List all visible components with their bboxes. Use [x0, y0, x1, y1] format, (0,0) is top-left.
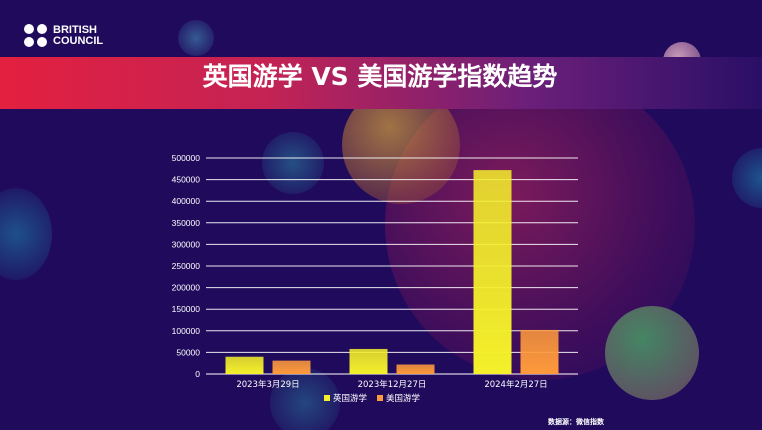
legend-swatch [377, 395, 383, 401]
bar [349, 348, 388, 374]
x-tick-label: 2023年3月29日 [236, 379, 299, 390]
y-tick-label: 300000 [172, 239, 201, 249]
y-tick-label: 400000 [172, 196, 201, 206]
source-note: 数据源：微信指数 [548, 418, 604, 426]
bar [225, 356, 264, 374]
bg-circle-green [605, 306, 699, 400]
y-tick-label: 200000 [172, 283, 201, 293]
legend-label: 英国游学 [333, 393, 368, 404]
bar [396, 364, 435, 374]
bar [473, 170, 512, 374]
logo-line-1: BRITISH [53, 23, 97, 36]
british-council-logo: BRITISH COUNCIL [24, 24, 103, 47]
y-tick-label: 250000 [172, 261, 201, 271]
y-tick-label: 350000 [172, 218, 201, 228]
legend-swatch [324, 395, 330, 401]
y-tick-label: 500000 [172, 153, 201, 163]
bar [520, 329, 559, 374]
legend-label: 美国游学 [386, 393, 421, 404]
y-tick-label: 0 [195, 369, 200, 379]
y-tick-label: 450000 [172, 175, 201, 185]
x-tick-label: 2024年2月27日 [484, 379, 547, 390]
bar [272, 360, 311, 374]
bg-circle-mid-left [262, 132, 324, 194]
y-tick-label: 50000 [176, 347, 200, 357]
y-tick-label: 150000 [172, 304, 201, 314]
logo-line-2: COUNCIL [53, 34, 104, 47]
y-tick-label: 100000 [172, 326, 201, 336]
title-band [0, 57, 762, 109]
logo-dots-icon [24, 24, 47, 47]
x-tick-label: 2023年12月27日 [358, 379, 427, 390]
bg-circle-top-left [178, 20, 214, 56]
slide-title: 英国游学 VS 美国游学指数趋势 [202, 62, 558, 91]
